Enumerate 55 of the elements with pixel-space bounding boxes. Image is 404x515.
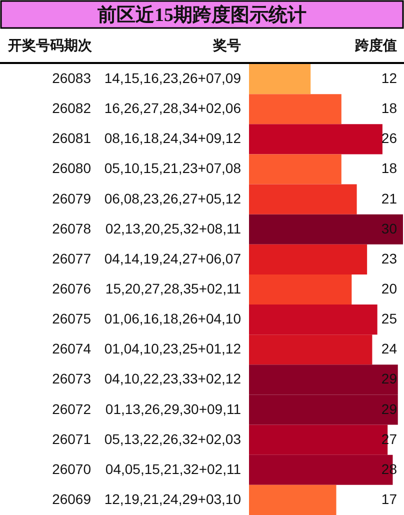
text: 奖号 <box>212 37 241 53</box>
y-axis-title: 开奖号码期次 <box>7 37 93 53</box>
bar <box>249 124 382 154</box>
data-label: 20 <box>381 280 398 296</box>
text: 02,13,20,25,32+08,11 <box>105 220 242 236</box>
y-tick-label: 26073 <box>52 370 92 387</box>
text: 01,13,26,29,30+09,11 <box>105 400 242 417</box>
bar <box>249 484 336 515</box>
data-label: 17 <box>381 490 398 507</box>
data-label: 30 <box>381 220 398 236</box>
bar <box>249 154 342 184</box>
x-axis-title: 跨度值 <box>354 37 397 53</box>
y-tick-label: 26083 <box>52 70 92 86</box>
y-tick-label: 26076 <box>52 280 92 296</box>
y-tick-label: 26079 <box>52 190 92 206</box>
data-label: 29 <box>381 400 398 417</box>
bar <box>249 274 352 305</box>
bar <box>249 94 342 124</box>
data-label: 18 <box>381 100 398 116</box>
bar <box>249 214 403 244</box>
data-label: 25 <box>381 310 398 327</box>
y-tick-label: 26082 <box>52 100 92 116</box>
text: 04,14,19,24,27+06,07 <box>104 250 242 266</box>
y-tick-label: 26077 <box>52 250 92 266</box>
text: 16,26,27,28,34+02,06 <box>104 100 242 116</box>
text: 15,20,27,28,35+02,11 <box>105 280 242 296</box>
y-tick-label: 26071 <box>52 430 92 447</box>
y-tick-label: 26069 <box>52 490 92 507</box>
y-tick-label: 26080 <box>52 160 92 176</box>
y-tick-label: 26078 <box>52 220 92 236</box>
y-tick-label: 26075 <box>52 310 92 327</box>
bar <box>249 244 368 274</box>
text: 06,08,23,26,27+05,12 <box>104 190 242 206</box>
data-label: 23 <box>381 250 398 266</box>
text: 05,10,15,21,23+07,08 <box>104 160 242 176</box>
text: 01,04,10,23,25+01,12 <box>104 340 242 357</box>
y-tick-label: 26081 <box>52 130 92 146</box>
data-label: 24 <box>381 340 398 357</box>
data-label: 29 <box>381 370 398 387</box>
text: 04,05,15,21,32+02,11 <box>105 460 242 477</box>
data-label: 12 <box>381 70 398 86</box>
y-tick-label: 26072 <box>52 400 92 417</box>
y-tick-label: 26074 <box>52 340 92 357</box>
bar <box>249 184 357 214</box>
text: 01,06,16,18,26+04,10 <box>104 310 242 327</box>
data-label: 21 <box>381 190 398 206</box>
text: 08,16,18,24,34+09,12 <box>104 130 242 146</box>
y-tick-label: 26070 <box>52 460 92 477</box>
text: 04,10,22,23,33+02,12 <box>104 370 242 387</box>
data-label: 18 <box>381 160 398 176</box>
text: 05,13,22,26,32+02,03 <box>104 430 242 447</box>
text: 14,15,16,23,26+07,09 <box>104 70 242 86</box>
bar <box>249 64 311 94</box>
chart-title: 前区近15期跨度图示统计 <box>96 4 306 26</box>
text: 12,19,21,24,29+03,10 <box>104 490 242 507</box>
